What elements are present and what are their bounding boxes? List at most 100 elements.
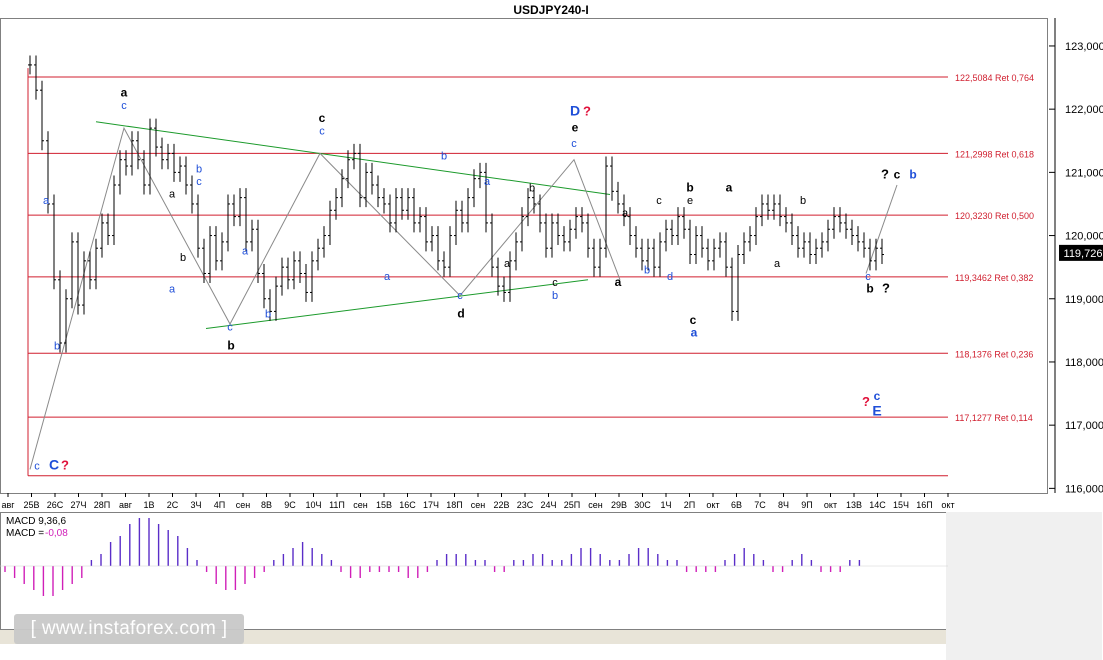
- x-tick-label: сен: [471, 500, 486, 510]
- chart-title: USDJPY240-I: [513, 3, 588, 17]
- fib-label: 120,3230 Ret 0,500: [955, 211, 1034, 221]
- wave-label: D: [570, 102, 580, 118]
- x-tick-label: 15Ч: [893, 500, 909, 510]
- wave-label: b: [441, 151, 447, 163]
- wave-label: b: [196, 163, 202, 175]
- x-tick-label: 27Ч: [70, 500, 86, 510]
- wave-label: c: [34, 460, 40, 472]
- wave-label: b: [265, 309, 271, 321]
- x-tick-label: 8В: [261, 500, 272, 510]
- x-tick-label: окт: [706, 500, 719, 510]
- x-tick-label: 13В: [846, 500, 862, 510]
- x-tick-label: 7С: [754, 500, 766, 510]
- wave-label: ?: [61, 457, 69, 472]
- wave-label: E: [872, 403, 881, 419]
- x-tick-label: авг: [1, 500, 15, 510]
- x-tick-label: авг: [119, 500, 133, 510]
- wave-label: b: [529, 182, 535, 194]
- x-tick-label: 9П: [801, 500, 812, 510]
- wave-label: b: [866, 281, 873, 295]
- x-tick-label: окт: [824, 500, 837, 510]
- y-tick-label: 121,000: [1065, 167, 1103, 179]
- x-tick-label: окт: [941, 500, 954, 510]
- x-tick-label: 14С: [869, 500, 886, 510]
- wave-label: b: [180, 252, 186, 264]
- wave-label: a: [121, 86, 128, 100]
- x-tick-label: 28П: [94, 500, 110, 510]
- x-tick-label: 9С: [284, 500, 296, 510]
- x-tick-label: 6В: [731, 500, 742, 510]
- x-tick-label: 16С: [399, 500, 416, 510]
- wave-label: ?: [881, 167, 889, 182]
- x-tick-label: 4П: [214, 500, 225, 510]
- x-tick-label: 25В: [23, 500, 39, 510]
- wave-label: b: [552, 290, 558, 302]
- main-frame: [0, 18, 1048, 494]
- wave-label: a: [484, 176, 491, 188]
- wave-label: b: [909, 168, 916, 182]
- y-tick-label: 120,000: [1065, 231, 1103, 243]
- fib-label: 119,3462 Ret 0,382: [955, 273, 1033, 283]
- wave-label: b: [54, 340, 60, 352]
- fib-label: 118,1376 Ret 0,236: [955, 349, 1033, 359]
- wave-label: ?: [583, 103, 591, 118]
- x-tick-label: 29В: [611, 500, 627, 510]
- wave-label: b: [644, 264, 650, 276]
- x-tick-label: 3Ч: [190, 500, 201, 510]
- x-tick-label: сен: [588, 500, 603, 510]
- y-tick-label: 122,000: [1065, 104, 1103, 116]
- wave-label: c: [196, 176, 202, 188]
- x-tick-label: 23С: [517, 500, 534, 510]
- x-tick-label: 22В: [493, 500, 509, 510]
- wave-path: [29, 126, 621, 470]
- wave-label: b: [686, 180, 693, 194]
- y-tick-label: 116,000: [1065, 483, 1103, 495]
- fib-label: 121,2998 Ret 0,618: [955, 149, 1034, 159]
- y-tick-label: 118,000: [1065, 357, 1103, 369]
- x-tick-label: 2П: [684, 500, 695, 510]
- x-tick-label: 26С: [47, 500, 64, 510]
- wave-label: b: [227, 338, 234, 352]
- fib-label: 117,1277 Ret 0,114: [955, 413, 1033, 423]
- y-tick-label: 119,000: [1065, 294, 1103, 306]
- wave-label: ?: [882, 280, 890, 295]
- projection-line: [865, 184, 898, 274]
- current-price-label: 119,726: [1064, 248, 1103, 260]
- macd-label-signal-prefix: MACD =: [6, 528, 44, 539]
- macd-label-signal-value: -0,08: [45, 528, 68, 539]
- wave-label: c: [865, 271, 871, 283]
- wave-label: C: [49, 456, 59, 472]
- macd-histogram: [4, 518, 861, 596]
- wave-label: c: [571, 138, 577, 150]
- x-tick-label: 1Ч: [660, 500, 671, 510]
- wave-label: ?: [862, 394, 870, 409]
- wave-label: c: [894, 168, 901, 182]
- x-tick-label: 16П: [916, 500, 932, 510]
- x-tick-label: 8Ч: [778, 500, 789, 510]
- x-tick-label: 17Ч: [423, 500, 439, 510]
- wave-label: c: [319, 125, 325, 137]
- wave-label: c: [227, 321, 233, 333]
- wave-label: c: [121, 100, 127, 112]
- x-tick-label: сен: [236, 500, 251, 510]
- wave-label: a: [169, 283, 176, 295]
- watermark: [ www.instaforex.com ]: [14, 614, 244, 644]
- x-tick-label: 11П: [329, 500, 345, 510]
- wave-label: a: [43, 195, 50, 207]
- wave-label: a: [615, 275, 622, 289]
- wave-label: d: [667, 271, 673, 283]
- wave-label: a: [726, 180, 733, 194]
- wave-label: c: [874, 389, 881, 403]
- wave-label: e: [572, 120, 579, 134]
- trend-line-upper: [95, 121, 611, 195]
- wave-label: c: [552, 277, 558, 289]
- wave-label: c: [319, 111, 326, 125]
- wave-label: a: [504, 258, 511, 270]
- wave-label: c: [656, 195, 662, 207]
- wave-label: a: [242, 246, 249, 258]
- x-tick-label: 2С: [167, 500, 179, 510]
- x-tick-label: 10Ч: [305, 500, 321, 510]
- wave-label: a: [774, 258, 781, 270]
